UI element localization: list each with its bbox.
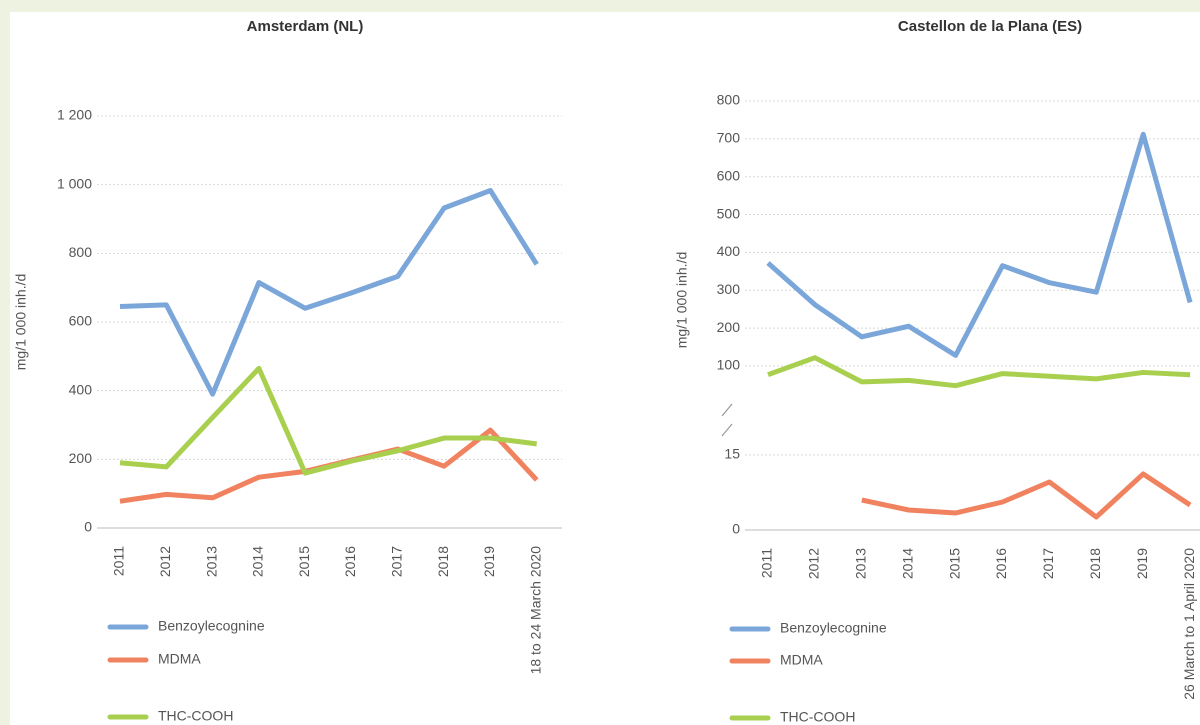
x-tick-label: 2019 bbox=[481, 546, 497, 577]
y-tick-label: 1 000 bbox=[57, 175, 92, 191]
legend-label: Benzoylecognine bbox=[158, 618, 265, 634]
series-line bbox=[119, 365, 538, 476]
y-tick-label: 600 bbox=[717, 167, 741, 183]
x-tick-label: 2011 bbox=[111, 546, 127, 576]
series-line bbox=[119, 188, 539, 397]
y-axis-label: mg/1 000 inh./d bbox=[13, 274, 29, 371]
x-tick-label: 2018 bbox=[1087, 548, 1103, 579]
panel bbox=[10, 12, 1200, 725]
axis-break bbox=[721, 423, 733, 437]
x-tick-label: 2016 bbox=[342, 546, 358, 577]
y-tick-label: 100 bbox=[717, 357, 741, 373]
y-tick-label: 800 bbox=[69, 244, 93, 260]
y-tick-label: 0 bbox=[84, 519, 92, 535]
y-tick-label: 600 bbox=[69, 313, 93, 329]
x-tick-label: 2015 bbox=[946, 548, 962, 579]
legend-label: Benzoylecognine bbox=[780, 620, 887, 636]
y-axis-label: mg/1 000 inh./d bbox=[674, 252, 690, 349]
x-tick-label: 18 to 24 March 2020 bbox=[527, 546, 543, 675]
chart-title: Amsterdam (NL) bbox=[247, 18, 364, 35]
x-tick-label: 2016 bbox=[993, 548, 1009, 579]
axis-break bbox=[721, 403, 733, 417]
legend-label: MDMA bbox=[158, 651, 201, 667]
y-tick-label: 200 bbox=[69, 450, 93, 466]
x-tick-label: 2011 bbox=[759, 548, 775, 578]
y-tick-label: 400 bbox=[69, 381, 93, 397]
y-tick-label: 0 bbox=[732, 521, 740, 537]
y-tick-label: 15 bbox=[724, 446, 740, 462]
y-tick-label: 800 bbox=[717, 92, 741, 108]
x-tick-label: 2013 bbox=[203, 546, 219, 577]
y-tick-label: 400 bbox=[717, 243, 741, 259]
series-line bbox=[767, 355, 1191, 389]
legend-label: MDMA bbox=[780, 652, 823, 668]
series-line bbox=[861, 471, 1192, 520]
x-tick-label: 2014 bbox=[899, 548, 915, 579]
x-tick-label: 2018 bbox=[435, 546, 451, 577]
x-tick-label: 2017 bbox=[1040, 548, 1056, 579]
x-tick-label: 2012 bbox=[157, 546, 173, 577]
x-tick-label: 2019 bbox=[1134, 548, 1150, 579]
y-tick-label: 1 200 bbox=[57, 107, 92, 123]
y-tick-label: 700 bbox=[717, 130, 741, 146]
x-tick-label: 26 March to 1 April 2020 bbox=[1181, 548, 1197, 700]
y-tick-label: 300 bbox=[717, 281, 741, 297]
legend-label: THC-COOH bbox=[780, 709, 855, 725]
legend-label: THC-COOH bbox=[158, 708, 233, 724]
y-tick-label: 500 bbox=[717, 205, 741, 221]
x-tick-label: 2012 bbox=[806, 548, 822, 579]
x-tick-label: 2014 bbox=[250, 546, 266, 577]
x-tick-label: 2017 bbox=[389, 546, 405, 577]
x-tick-label: 2013 bbox=[853, 548, 869, 579]
x-tick-label: 2015 bbox=[296, 546, 312, 577]
y-tick-label: 200 bbox=[717, 319, 741, 335]
series-line bbox=[766, 131, 1193, 358]
chart-title: Castellon de la Plana (ES) bbox=[898, 18, 1082, 35]
